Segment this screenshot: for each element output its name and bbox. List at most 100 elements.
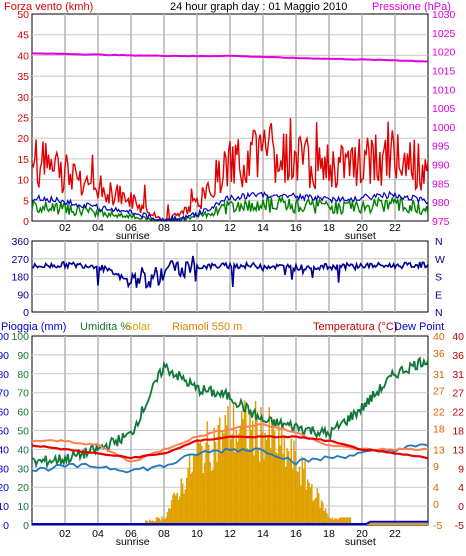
humidity-y-tick: 60 — [17, 407, 29, 419]
wind-y-tick: 30 — [17, 92, 29, 104]
x-tick-label: 12 — [224, 528, 236, 540]
solar-bar — [192, 453, 195, 525]
sunset-marker: sunset — [345, 536, 376, 548]
solar-bar — [242, 419, 244, 525]
solar-bar — [334, 518, 336, 525]
rain-y-tick: 60 — [0, 407, 9, 419]
x-tick-label: 02 — [59, 528, 71, 540]
humidity-y-tick: 80 — [17, 369, 29, 381]
solar-bar — [308, 482, 310, 525]
temperature-y-tick: 31 — [433, 369, 445, 381]
dewpoint-y-tick: 4 — [458, 482, 464, 494]
solar-bar — [202, 473, 204, 525]
solar-bar — [280, 423, 283, 525]
solar-bar — [287, 451, 290, 525]
solar-bar — [326, 513, 328, 525]
solar-bar — [313, 499, 316, 525]
wind-axis-title: Forza vento (kmh) — [4, 1, 93, 13]
solar-bar — [191, 471, 193, 525]
solar-bar — [162, 519, 165, 525]
solar-bar — [195, 454, 198, 525]
direction-y-tick: 0 — [23, 307, 29, 319]
solar-bar — [198, 442, 200, 525]
temperature-y-tick: 13 — [433, 444, 445, 456]
wind-y-tick: 15 — [17, 154, 29, 166]
dewpoint-y-tick: 36 — [452, 350, 464, 362]
solar-bar — [238, 432, 240, 525]
humidity-y-tick: 10 — [17, 501, 29, 513]
x-tick-label: 08 — [158, 222, 170, 234]
solar-bar — [335, 518, 338, 525]
solar-bar — [246, 448, 248, 525]
solar-bar — [146, 520, 148, 525]
solar-bar — [329, 517, 331, 525]
solar-bar — [144, 520, 147, 525]
solar-bar — [180, 478, 182, 525]
dewpoint-y-tick: 18 — [452, 426, 464, 438]
wind-y-tick: 50 — [17, 9, 29, 21]
solar-bar — [330, 518, 332, 525]
solar-bar — [337, 519, 339, 525]
dewpoint-axis-title: Dew Point — [394, 321, 444, 333]
solar-bar — [223, 433, 225, 525]
solar-bar — [208, 444, 210, 525]
sunset-marker: sunset — [345, 230, 376, 242]
solar-bar — [219, 417, 221, 525]
chart-title: 24 hour graph day : 01 Maggio 2010 — [170, 1, 347, 13]
solar-bar — [186, 477, 188, 525]
solar-bar — [210, 470, 213, 525]
solar-bar — [224, 414, 226, 525]
solar-bar — [199, 442, 202, 525]
solar-bar — [293, 440, 295, 525]
rain-humidity-temp-panel: 0102030405060708090100010203040506070809… — [0, 331, 464, 548]
solar-bar — [161, 516, 163, 525]
solar-area — [144, 400, 352, 525]
solar-bar — [194, 454, 196, 525]
solar-bar — [319, 507, 321, 525]
solar-bar — [275, 452, 277, 525]
solar-bar — [333, 519, 335, 525]
solar-bar — [220, 452, 222, 525]
solar-bar — [184, 489, 187, 525]
x-tick-label: 20 — [356, 528, 368, 540]
pressure-y-tick: 1005 — [432, 103, 456, 115]
wind-y-tick: 5 — [23, 195, 29, 207]
sunrise-marker: sunrise — [116, 536, 150, 548]
solar-bar — [274, 431, 276, 525]
solar-bar — [164, 519, 166, 525]
pressure-y-tick: 980 — [432, 197, 450, 209]
solar-bar — [253, 455, 255, 525]
temperature-axis-title: Temperatura (°C) — [313, 321, 397, 333]
solar-bar — [203, 462, 206, 525]
solar-bar — [225, 425, 228, 525]
solar-bar — [221, 432, 224, 525]
wind-y-tick: 25 — [17, 113, 29, 125]
solar-bar — [331, 517, 334, 525]
compass-y-tick: N — [435, 307, 443, 319]
humidity-y-tick: 70 — [17, 388, 29, 400]
solar-bar — [315, 497, 317, 525]
solar-bar — [291, 468, 294, 525]
solar-bar — [187, 467, 189, 525]
direction-y-tick: 180 — [11, 272, 29, 284]
solar-bar — [286, 448, 288, 525]
rain-y-tick: 20 — [0, 482, 9, 494]
x-tick-label: 10 — [191, 528, 203, 540]
solar-bar — [309, 487, 312, 525]
x-tick-label: 06 — [125, 528, 137, 540]
solar-bar — [301, 456, 303, 525]
solar-bar — [345, 517, 347, 525]
rain-y-tick: 100 — [0, 331, 9, 343]
solar-bar — [304, 460, 306, 525]
pressure-y-tick: 1000 — [432, 122, 456, 134]
solar-bar — [247, 449, 250, 525]
solar-bar — [267, 434, 269, 525]
x-tick-label: 08 — [158, 528, 170, 540]
humidity-series — [31, 356, 429, 469]
dewpoint-y-tick: 27 — [452, 388, 464, 400]
solar-bar — [342, 517, 345, 525]
temperature-y-tick: -5 — [433, 520, 442, 532]
solar-bar — [217, 425, 220, 525]
solar-bar — [302, 469, 305, 525]
